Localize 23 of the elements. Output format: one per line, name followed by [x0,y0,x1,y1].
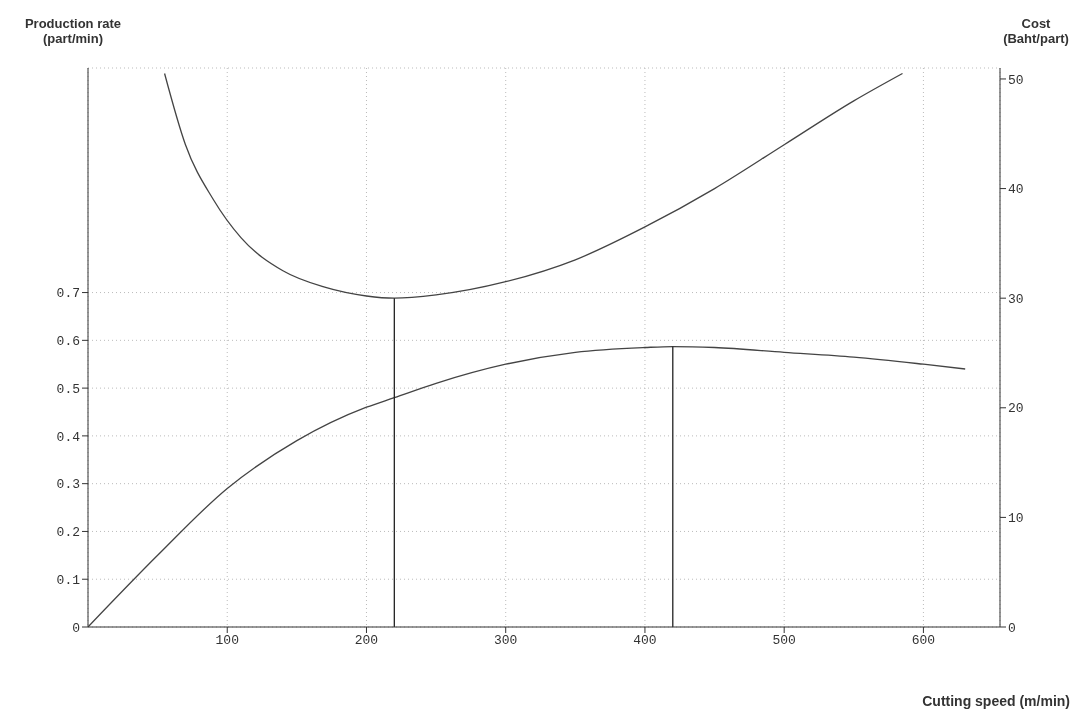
x-tick-label: 200 [354,633,379,649]
x-tick-label: 400 [633,633,657,649]
x-tick-label: 100 [215,633,239,649]
y-tick-label: 0.5 [56,381,80,397]
y2-tick-label: 50 [1008,72,1024,88]
x-tick-label: 300 [494,633,518,649]
x-tick-label: 500 [772,633,796,649]
x-axis-title: Cutting speed (m/min) [922,693,1070,709]
y2-tick-label: 20 [1008,401,1024,417]
y-tick-label: 0.2 [56,525,80,541]
x-tick-label: 600 [911,633,936,649]
y-tick-label: 0.6 [56,333,80,349]
y-tick-label: 0 [72,620,80,636]
y-tick-label: 0.3 [56,477,80,493]
y-tick-label: 0.1 [56,572,81,588]
y2-tick-label: 10 [1008,511,1024,527]
y2-tick-label: 30 [1008,291,1024,307]
y2-tick-label: 0 [1008,620,1016,636]
y-tick-label: 0.4 [56,429,81,445]
y2-axis-title: Cost (Baht/part) [1002,16,1070,46]
y-tick-label: 0.7 [56,286,80,302]
y2-tick-label: 40 [1008,182,1024,198]
y-axis-title: Production rate (part/min) [23,16,123,46]
